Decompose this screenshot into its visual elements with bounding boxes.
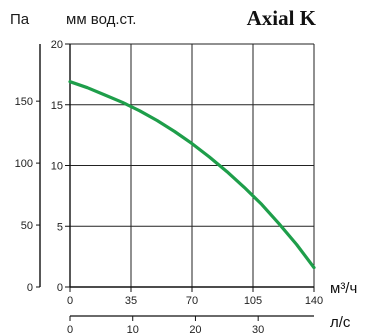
- x2-tick-label: 20: [189, 324, 201, 334]
- x2-tick-label: 10: [127, 324, 139, 334]
- x2-tick-label: 0: [67, 324, 73, 334]
- x-tick-label: 105: [244, 295, 262, 307]
- y-tick-pa-label: 0: [27, 282, 33, 294]
- x-unit-label-bottom: л/с: [330, 314, 351, 331]
- y-tick-pa-label: 100: [15, 158, 33, 170]
- y-tick-pa-label: 150: [15, 96, 33, 108]
- x-tick-label: 0: [67, 295, 73, 307]
- x-unit-label-top: м³/ч: [330, 280, 357, 297]
- y-tick-mm-label: 20: [51, 39, 63, 51]
- y-tick-pa-label: 50: [21, 220, 33, 232]
- chart-title: Axial K: [247, 6, 317, 30]
- y-ticks-mm: 0 5 10 15 20: [51, 39, 70, 294]
- y-tick-mm-label: 5: [57, 221, 63, 233]
- x-tick-label: 35: [125, 295, 137, 307]
- x-tick-label: 140: [305, 295, 323, 307]
- x-ticks-m3h: 0 35 70 105 140: [67, 287, 323, 307]
- grid: [70, 43, 315, 287]
- x2-tick-label: 30: [252, 324, 264, 334]
- y-tick-mm-label: 0: [57, 282, 63, 294]
- x-ticks-ls: 0 10 20 30: [67, 316, 264, 334]
- performance-curve: [68, 80, 316, 270]
- x-tick-label: 70: [186, 295, 198, 307]
- y-tick-mm-label: 10: [51, 161, 63, 173]
- y-right-unit-label: мм вод.ст.: [66, 11, 136, 28]
- y-tick-mm-label: 15: [51, 100, 63, 112]
- series-layer: [68, 80, 316, 270]
- y-left-unit-label: Па: [10, 11, 30, 28]
- y-ticks-pa: 0 50 100 150: [15, 96, 40, 294]
- axes: [39, 44, 314, 317]
